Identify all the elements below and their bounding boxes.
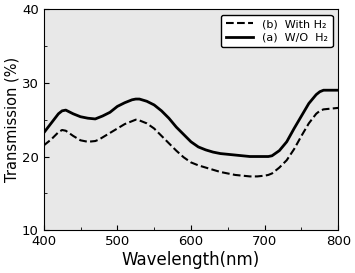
(b)  With H₂ bbox=[318, 109, 322, 112]
(a)  W/O  H₂ bbox=[115, 105, 120, 108]
(b)  With H₂ bbox=[56, 130, 61, 134]
(a)  W/O  H₂ bbox=[299, 114, 304, 118]
(b)  With H₂ bbox=[270, 172, 274, 175]
Line: (b)  With H₂: (b) With H₂ bbox=[44, 108, 338, 176]
(a)  W/O  H₂ bbox=[64, 108, 68, 112]
(b)  With H₂ bbox=[60, 128, 64, 132]
(a)  W/O  H₂ bbox=[137, 97, 142, 101]
(a)  W/O  H₂ bbox=[262, 155, 267, 158]
(b)  With H₂ bbox=[86, 140, 90, 143]
(a)  W/O  H₂ bbox=[266, 155, 271, 158]
(b)  With H₂ bbox=[181, 156, 186, 159]
(a)  W/O  H₂ bbox=[167, 117, 171, 120]
(b)  With H₂ bbox=[174, 149, 178, 152]
(b)  With H₂ bbox=[266, 173, 271, 177]
(b)  With H₂ bbox=[97, 138, 101, 141]
(b)  With H₂ bbox=[130, 120, 134, 123]
(a)  W/O  H₂ bbox=[211, 150, 215, 154]
(a)  W/O  H₂ bbox=[159, 109, 164, 112]
(b)  With H₂ bbox=[115, 127, 120, 130]
Line: (a)  W/O  H₂: (a) W/O H₂ bbox=[44, 90, 338, 156]
(b)  With H₂ bbox=[218, 170, 223, 174]
(b)  With H₂ bbox=[226, 172, 230, 175]
(a)  W/O  H₂ bbox=[78, 115, 83, 118]
(a)  W/O  H₂ bbox=[108, 111, 112, 114]
(b)  With H₂ bbox=[329, 107, 333, 110]
(b)  With H₂ bbox=[93, 140, 97, 143]
(a)  W/O  H₂ bbox=[100, 114, 105, 118]
(a)  W/O  H₂ bbox=[314, 93, 318, 96]
(b)  With H₂ bbox=[64, 129, 68, 132]
(a)  W/O  H₂ bbox=[49, 122, 53, 125]
(b)  With H₂ bbox=[299, 134, 304, 138]
(a)  W/O  H₂ bbox=[255, 155, 260, 158]
(a)  W/O  H₂ bbox=[71, 112, 75, 115]
(b)  With H₂ bbox=[203, 166, 208, 169]
(b)  With H₂ bbox=[277, 166, 282, 169]
(a)  W/O  H₂ bbox=[196, 145, 201, 149]
(a)  W/O  H₂ bbox=[86, 117, 90, 120]
(a)  W/O  H₂ bbox=[226, 153, 230, 156]
(a)  W/O  H₂ bbox=[336, 88, 340, 92]
(a)  W/O  H₂ bbox=[144, 100, 149, 103]
(b)  With H₂ bbox=[133, 118, 138, 121]
(a)  W/O  H₂ bbox=[133, 97, 138, 101]
(b)  With H₂ bbox=[336, 106, 340, 109]
(b)  With H₂ bbox=[285, 159, 289, 162]
(a)  W/O  H₂ bbox=[318, 90, 322, 93]
(b)  With H₂ bbox=[248, 175, 252, 178]
(a)  W/O  H₂ bbox=[93, 117, 97, 121]
(a)  W/O  H₂ bbox=[152, 103, 156, 106]
(a)  W/O  H₂ bbox=[248, 155, 252, 158]
(a)  W/O  H₂ bbox=[174, 125, 178, 129]
Y-axis label: Transmission (%): Transmission (%) bbox=[4, 57, 19, 182]
(a)  W/O  H₂ bbox=[329, 88, 333, 92]
Legend: (b)  With H₂, (a)  W/O  H₂: (b) With H₂, (a) W/O H₂ bbox=[221, 15, 333, 47]
(b)  With H₂ bbox=[292, 147, 296, 151]
(b)  With H₂ bbox=[122, 123, 127, 126]
(b)  With H₂ bbox=[49, 138, 53, 141]
(b)  With H₂ bbox=[137, 119, 142, 122]
(a)  W/O  H₂ bbox=[42, 131, 46, 135]
(b)  With H₂ bbox=[167, 142, 171, 145]
(a)  W/O  H₂ bbox=[307, 102, 311, 105]
(a)  W/O  H₂ bbox=[240, 154, 245, 158]
(a)  W/O  H₂ bbox=[285, 140, 289, 143]
(a)  W/O  H₂ bbox=[60, 109, 64, 112]
(b)  With H₂ bbox=[211, 168, 215, 171]
(b)  With H₂ bbox=[144, 122, 149, 125]
(a)  W/O  H₂ bbox=[321, 88, 326, 92]
(b)  With H₂ bbox=[240, 174, 245, 177]
(a)  W/O  H₂ bbox=[203, 148, 208, 152]
(a)  W/O  H₂ bbox=[181, 133, 186, 136]
(b)  With H₂ bbox=[307, 122, 311, 125]
(a)  W/O  H₂ bbox=[292, 127, 296, 130]
(a)  W/O  H₂ bbox=[189, 140, 193, 143]
(a)  W/O  H₂ bbox=[122, 101, 127, 104]
(a)  W/O  H₂ bbox=[277, 149, 282, 152]
(b)  With H₂ bbox=[255, 175, 260, 178]
(b)  With H₂ bbox=[100, 136, 105, 139]
(b)  With H₂ bbox=[196, 164, 201, 167]
(b)  With H₂ bbox=[78, 139, 83, 142]
(a)  W/O  H₂ bbox=[97, 116, 101, 119]
(a)  W/O  H₂ bbox=[56, 112, 61, 115]
(b)  With H₂ bbox=[71, 134, 75, 138]
(b)  With H₂ bbox=[262, 174, 267, 177]
X-axis label: Wavelength(nm): Wavelength(nm) bbox=[122, 251, 260, 269]
(a)  W/O  H₂ bbox=[233, 153, 237, 157]
(b)  With H₂ bbox=[189, 161, 193, 164]
(b)  With H₂ bbox=[159, 134, 164, 138]
(a)  W/O  H₂ bbox=[270, 154, 274, 158]
(b)  With H₂ bbox=[42, 144, 46, 147]
(b)  With H₂ bbox=[321, 108, 326, 111]
(b)  With H₂ bbox=[108, 131, 112, 135]
(a)  W/O  H₂ bbox=[218, 152, 223, 155]
(b)  With H₂ bbox=[233, 173, 237, 177]
(a)  W/O  H₂ bbox=[130, 98, 134, 102]
(b)  With H₂ bbox=[314, 112, 318, 115]
(b)  With H₂ bbox=[152, 127, 156, 130]
